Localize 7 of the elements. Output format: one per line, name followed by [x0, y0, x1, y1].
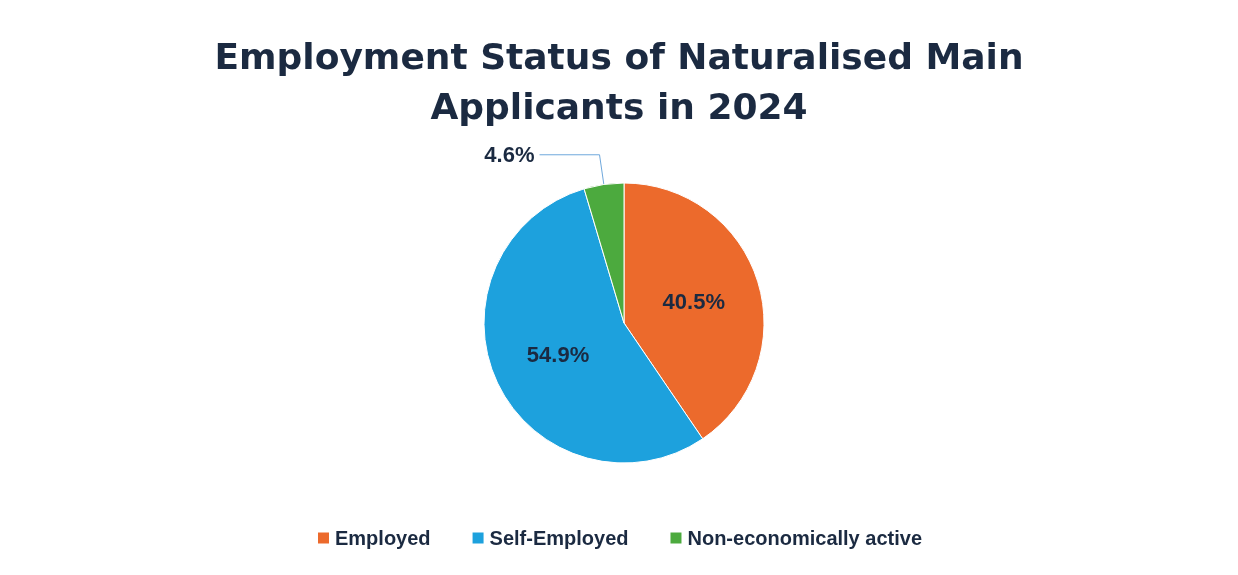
data-label: 4.6%	[484, 142, 535, 168]
data-label: 54.9%	[526, 341, 590, 367]
legend-label: Employed	[334, 527, 431, 549]
data-label: 40.5%	[662, 289, 725, 315]
legend-label: Self-Employed	[489, 527, 629, 549]
legend-label: Non-economically active	[687, 527, 923, 549]
chart-title: Employment Status of Naturalised Main Applicants in 2024	[214, 35, 1024, 127]
